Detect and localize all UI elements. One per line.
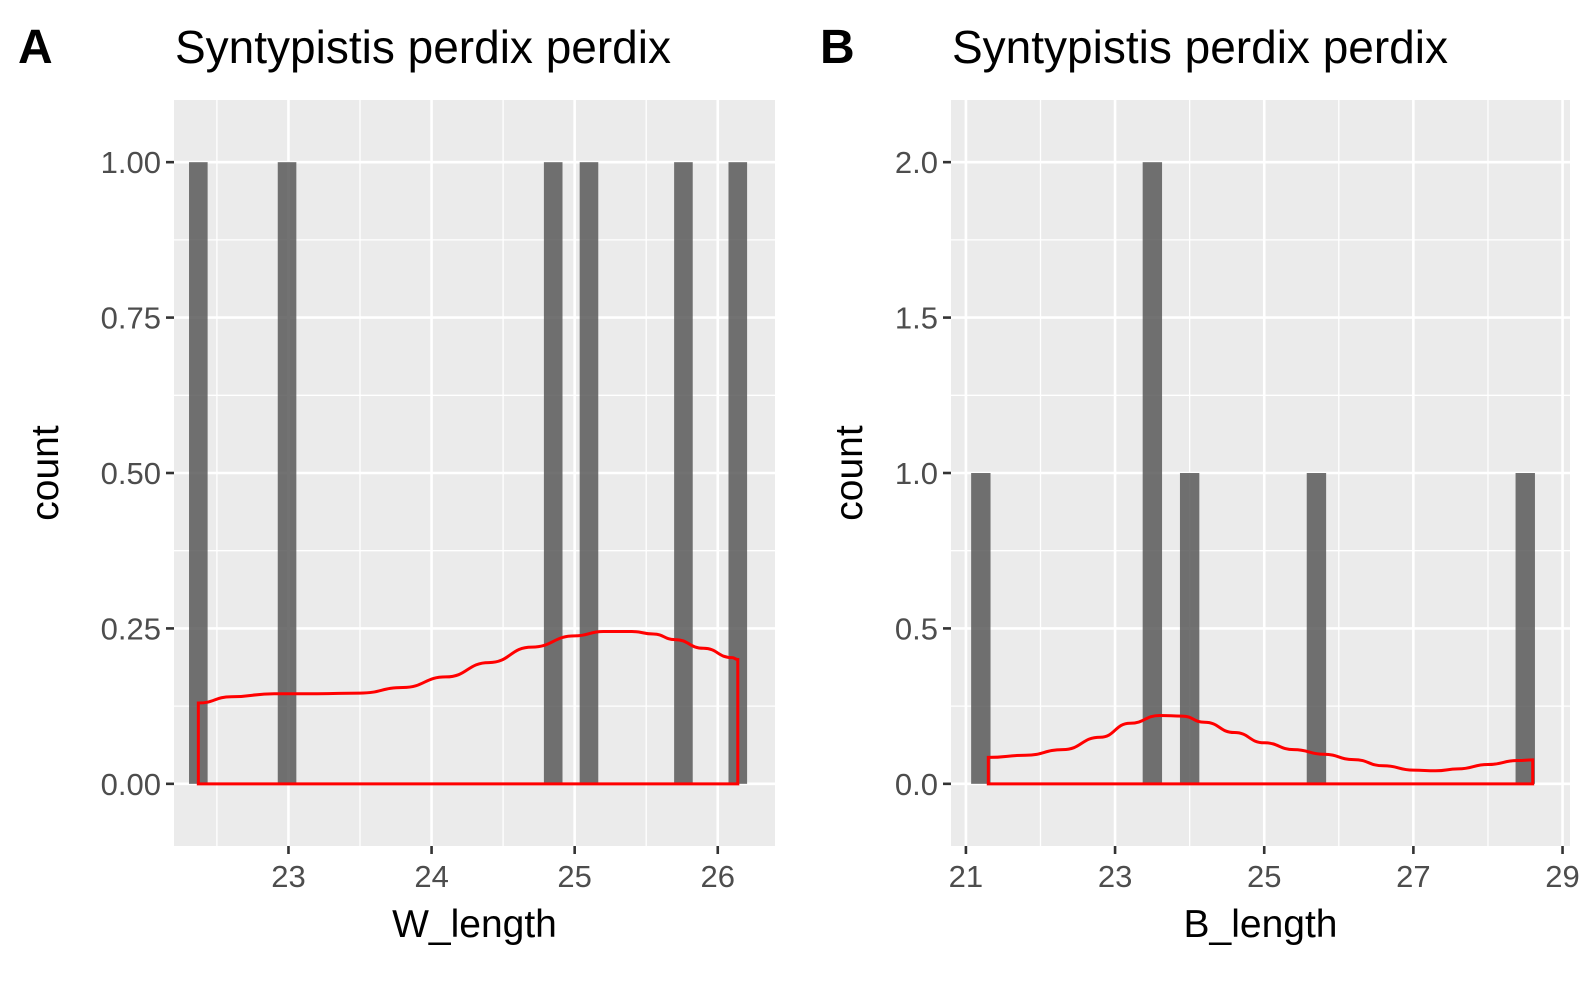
panel-a-y-tick-label: 1.00 — [101, 145, 161, 180]
panel-b-y-tick-label: 0.5 — [895, 611, 938, 646]
panel-b-x-tick-label: 23 — [1098, 859, 1132, 894]
panel-a-title: Syntypistis perdix perdix — [175, 21, 671, 73]
panel-b-density-curve — [986, 713, 1535, 786]
panel-a-y-tick-label: 0.50 — [101, 456, 161, 491]
panel-a-x-axis-title: W_length — [392, 903, 557, 946]
panel-a-x-tick-label: 24 — [414, 859, 448, 894]
panel-a-bar-3 — [543, 162, 563, 784]
panel-b: 21 23 25 27 29 0.0 0.5 1.0 1.5 2.0 B Syntypistis pe… — [820, 21, 1580, 946]
panel-b-bar-5 — [1515, 473, 1535, 784]
panel-b-y-axis-title: count — [828, 425, 871, 521]
panel-b-x-tick-label: 25 — [1247, 859, 1281, 894]
panel-a-x-tick-label: 25 — [557, 859, 591, 894]
panel-a-y-axis-title: count — [24, 425, 67, 521]
panel-b-y-tick-label: 2.0 — [895, 145, 938, 180]
panel-a: 23 24 25 26 0.00 0.25 0.50 0.75 1.00 A Syntypistis… — [18, 21, 775, 946]
panel-b-x-axis-title: B_length — [1184, 903, 1338, 946]
panel-b-y-tick-label: 1.0 — [895, 456, 938, 491]
panel-a-bar-5 — [674, 162, 693, 784]
panel-b-title: Syntypistis perdix perdix — [952, 21, 1448, 73]
panel-a-bar-2 — [277, 162, 297, 784]
panel-b-x-tick-label: 27 — [1396, 859, 1430, 894]
panel-b-x-tick-label: 29 — [1545, 859, 1579, 894]
panel-a-letter: A — [18, 21, 53, 74]
panel-a-x-tick-label: 26 — [701, 859, 735, 894]
panel-b-letter: B — [820, 21, 855, 74]
panel-a-x-tick-label: 23 — [271, 859, 305, 894]
panel-b-bar-1 — [971, 473, 991, 784]
panel-a-bar-1 — [189, 162, 208, 784]
panel-b-y-tick-label: 0.0 — [895, 767, 938, 802]
panel-b-y-tick-label: 1.5 — [895, 301, 938, 336]
panel-a-y-tick-label: 0.00 — [101, 767, 161, 802]
panel-a-y-tick-label: 0.75 — [101, 301, 161, 336]
panel-a-density-curve — [196, 630, 740, 786]
panel-b-bar-3 — [1179, 473, 1200, 784]
panel-a-bar-4 — [579, 162, 599, 784]
panel-b-x-tick-label: 21 — [949, 859, 983, 894]
panel-a-bar-6 — [728, 162, 748, 784]
panel-b-bar-4 — [1306, 473, 1327, 784]
panel-a-y-tick-label: 0.25 — [101, 611, 161, 646]
panel-b-bar-2 — [1142, 162, 1163, 784]
